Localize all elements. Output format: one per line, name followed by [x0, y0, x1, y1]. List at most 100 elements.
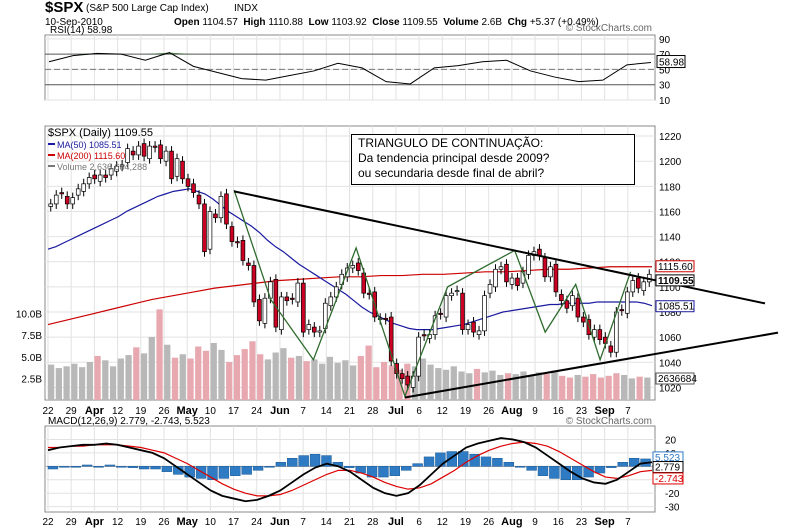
macd-histogram-bar	[173, 466, 184, 475]
symbol-title: $SPX	[45, 0, 84, 16]
volume-bar	[125, 355, 132, 400]
macd-histogram-bar	[138, 466, 150, 470]
x-tick-label: Apr	[85, 405, 105, 417]
x-tick-label: 9	[532, 517, 538, 528]
volume-bar	[365, 345, 372, 400]
annotation-line-1: TRIANGULO DE CONTINUAÇÃO:	[358, 136, 544, 150]
candle-body	[240, 240, 246, 261]
candle-body	[147, 145, 152, 160]
x-tick-label: 23	[576, 517, 588, 528]
zigzag-line	[233, 189, 632, 399]
volume-bar	[535, 372, 543, 400]
candle-body	[130, 150, 136, 156]
candle-body	[482, 295, 487, 332]
x-tick-label: 24	[251, 406, 263, 417]
volume-bar	[520, 371, 527, 400]
volume-tick-label: 2.5B	[21, 374, 42, 385]
candle-body	[443, 295, 449, 318]
x-tick-label: 19	[460, 517, 472, 528]
volume-bar	[334, 362, 341, 400]
x-tick-label: Aug	[501, 405, 522, 417]
rsi-tick-label: 50	[659, 65, 671, 76]
candle-body	[119, 164, 125, 167]
close-value: 1109.55	[402, 17, 438, 28]
volume-bar	[78, 367, 86, 400]
x-tick-label: 22	[42, 517, 54, 528]
triangle-annotation-box: TRIANGULO DE CONTINUAÇÃO: Da tendencia p…	[351, 134, 635, 185]
macd-histogram-bar	[127, 466, 138, 468]
candle-body	[246, 262, 251, 266]
volume-bar	[86, 362, 93, 400]
volume-bar	[319, 363, 326, 400]
price-tick-label: 1160	[659, 207, 681, 218]
volume-bar	[303, 361, 310, 400]
macd-histogram-bar	[241, 466, 252, 475]
macd-histogram-bar	[537, 466, 549, 476]
x-tick-label: Aug	[501, 516, 522, 528]
macd-signal-line	[48, 441, 653, 497]
candle-body	[641, 281, 647, 292]
candle-body	[312, 326, 317, 333]
macd-histogram-bar	[514, 466, 526, 468]
index-name: (S&P 500 Large Cap Index)	[86, 3, 209, 14]
x-tick-label: 23	[576, 406, 588, 417]
price-right-label: 1109.55	[658, 276, 694, 287]
candle-body	[279, 296, 284, 330]
candle-body	[75, 188, 81, 196]
candle-body	[355, 262, 361, 271]
macd-histogram-bar	[389, 466, 401, 476]
x-tick-label: Apr	[85, 516, 105, 528]
candle-body	[229, 226, 235, 242]
volume-bar	[566, 377, 574, 400]
candle-body	[553, 263, 559, 293]
candle-body	[570, 295, 575, 307]
macd-histogram-bar	[446, 451, 458, 467]
macd-histogram-bar	[423, 456, 435, 467]
candle-body	[636, 277, 641, 289]
macd-histogram-bar	[309, 453, 321, 467]
candle-body	[548, 266, 553, 278]
macd-tick-label: -30	[665, 503, 680, 514]
rsi-tick-label: 90	[659, 35, 671, 46]
candle-body	[449, 292, 454, 297]
candle-body	[218, 196, 224, 219]
x-tick-label: 26	[483, 406, 495, 417]
x-tick-label: 19	[135, 517, 147, 528]
macd-right-label: 2.779	[655, 463, 680, 474]
candle-body	[169, 150, 174, 180]
macd-histogram-bar	[59, 466, 70, 468]
macd-histogram-bar	[104, 464, 116, 467]
price-tick-label: 1140	[659, 233, 681, 244]
x-tick-label: 14	[321, 406, 333, 417]
macd-histogram-bar	[401, 466, 412, 471]
macd-histogram-bar	[606, 466, 617, 468]
candle-body	[405, 375, 410, 386]
x-tick-label: 17	[228, 406, 240, 417]
rsi-line	[48, 52, 652, 85]
candle-body	[438, 312, 443, 315]
volume-bar	[388, 365, 395, 400]
volume-bar	[202, 350, 210, 400]
volume-bar	[574, 374, 581, 400]
volume-bar	[442, 369, 450, 400]
macd-histogram-bar	[560, 466, 571, 480]
candle-body	[86, 177, 92, 185]
x-tick-label: 29	[66, 517, 78, 528]
volume-bar	[272, 352, 279, 400]
volume-bar	[326, 356, 334, 400]
candle-body	[251, 265, 257, 303]
candle-body	[257, 299, 262, 322]
macd-histogram-bar	[230, 466, 241, 476]
macd-histogram-bar	[480, 456, 492, 467]
volume-bar	[156, 309, 163, 400]
candle-body	[421, 334, 427, 337]
x-tick-label: 19	[135, 406, 147, 417]
x-tick-label: 7	[300, 406, 306, 417]
candle-body	[334, 286, 339, 298]
candle-body	[141, 143, 147, 157]
candle-body	[290, 297, 295, 300]
candle-body	[526, 255, 531, 275]
x-tick-label: Sep	[595, 405, 615, 417]
macd-histogram-bar	[150, 466, 161, 470]
